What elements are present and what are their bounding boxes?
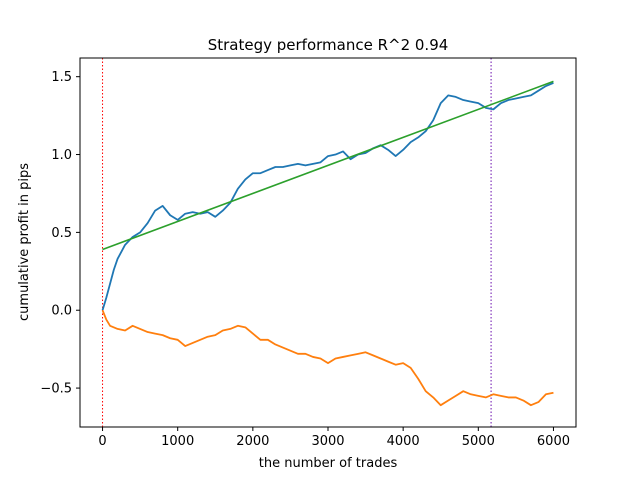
x-tick-label: 4000 <box>387 434 420 449</box>
y-tick-label: 1.0 <box>51 148 72 163</box>
x-tick-label: 2000 <box>236 434 269 449</box>
y-tick-label: 0.5 <box>51 226 72 241</box>
y-tick-label: 0.0 <box>51 304 72 319</box>
y-tick-label: −0.5 <box>40 382 72 397</box>
x-axis-label: the number of trades <box>259 456 398 471</box>
x-axis-ticks: 0 1000 2000 3000 4000 5000 6000 <box>98 427 570 449</box>
x-tick-label: 1000 <box>161 434 194 449</box>
x-tick-label: 0 <box>98 434 106 449</box>
y-tick-label: 1.5 <box>51 70 72 85</box>
x-tick-label: 3000 <box>311 434 344 449</box>
y-axis-label: cumulative profit in pips <box>17 163 32 321</box>
series-line-2 <box>102 80 554 251</box>
series-line-0 <box>101 82 554 311</box>
series-lines <box>101 80 554 407</box>
chart-title: Strategy performance R^2 0.94 <box>208 36 449 54</box>
series-line-1 <box>101 309 554 407</box>
x-tick-label: 6000 <box>537 434 570 449</box>
y-axis-ticks: −0.5 0.0 0.5 1.0 1.5 <box>40 70 80 397</box>
x-tick-label: 5000 <box>462 434 495 449</box>
